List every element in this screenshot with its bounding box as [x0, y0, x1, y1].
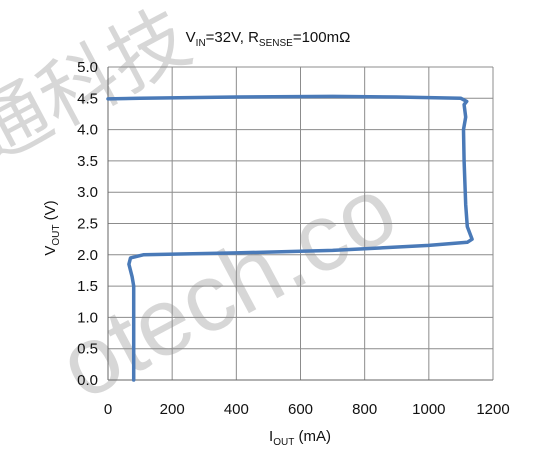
y-tick-label: 3.0 [77, 184, 98, 201]
tick-label-layer: 0.0 0.5 1.0 1.5 2.0 2.5 3.0 3.5 4.0 4.5 5.0 0 200 400… [77, 59, 510, 418]
y-tick-label: 2.5 [77, 216, 98, 233]
x-tick-label: 0 [104, 401, 112, 418]
y-tick-label: 0.5 [77, 341, 98, 358]
x-tick-label: 1000 [412, 401, 445, 418]
x-tick-label: 1200 [476, 401, 509, 418]
x-tick-label: 200 [160, 401, 185, 418]
x-axis-label: IOUT (mA) [269, 428, 331, 448]
axes-layer [107, 67, 493, 381]
y-tick-label: 2.0 [77, 247, 98, 264]
y-tick-label: 4.0 [77, 122, 98, 139]
series-line [106, 94, 474, 382]
watermark: 通科技 otech.co [0, 0, 413, 420]
y-tick-label: 5.0 [77, 59, 98, 76]
y-tick-label: 1.0 [77, 309, 98, 326]
chart-title: VIN=32V, RSENSE=100mΩ [186, 29, 351, 49]
y-axis-label: VOUT (V) [42, 200, 62, 255]
x-tick-label: 600 [288, 401, 313, 418]
y-tick-label: 1.5 [77, 278, 98, 295]
series-layer [106, 94, 474, 382]
x-tick-label: 800 [352, 401, 377, 418]
y-tick-label: 4.5 [77, 90, 98, 107]
y-tick-label: 3.5 [77, 153, 98, 170]
x-tick-label: 400 [224, 401, 249, 418]
y-tick-label: 0.0 [77, 372, 98, 389]
svg-text:通科技: 通科技 [0, 0, 203, 180]
